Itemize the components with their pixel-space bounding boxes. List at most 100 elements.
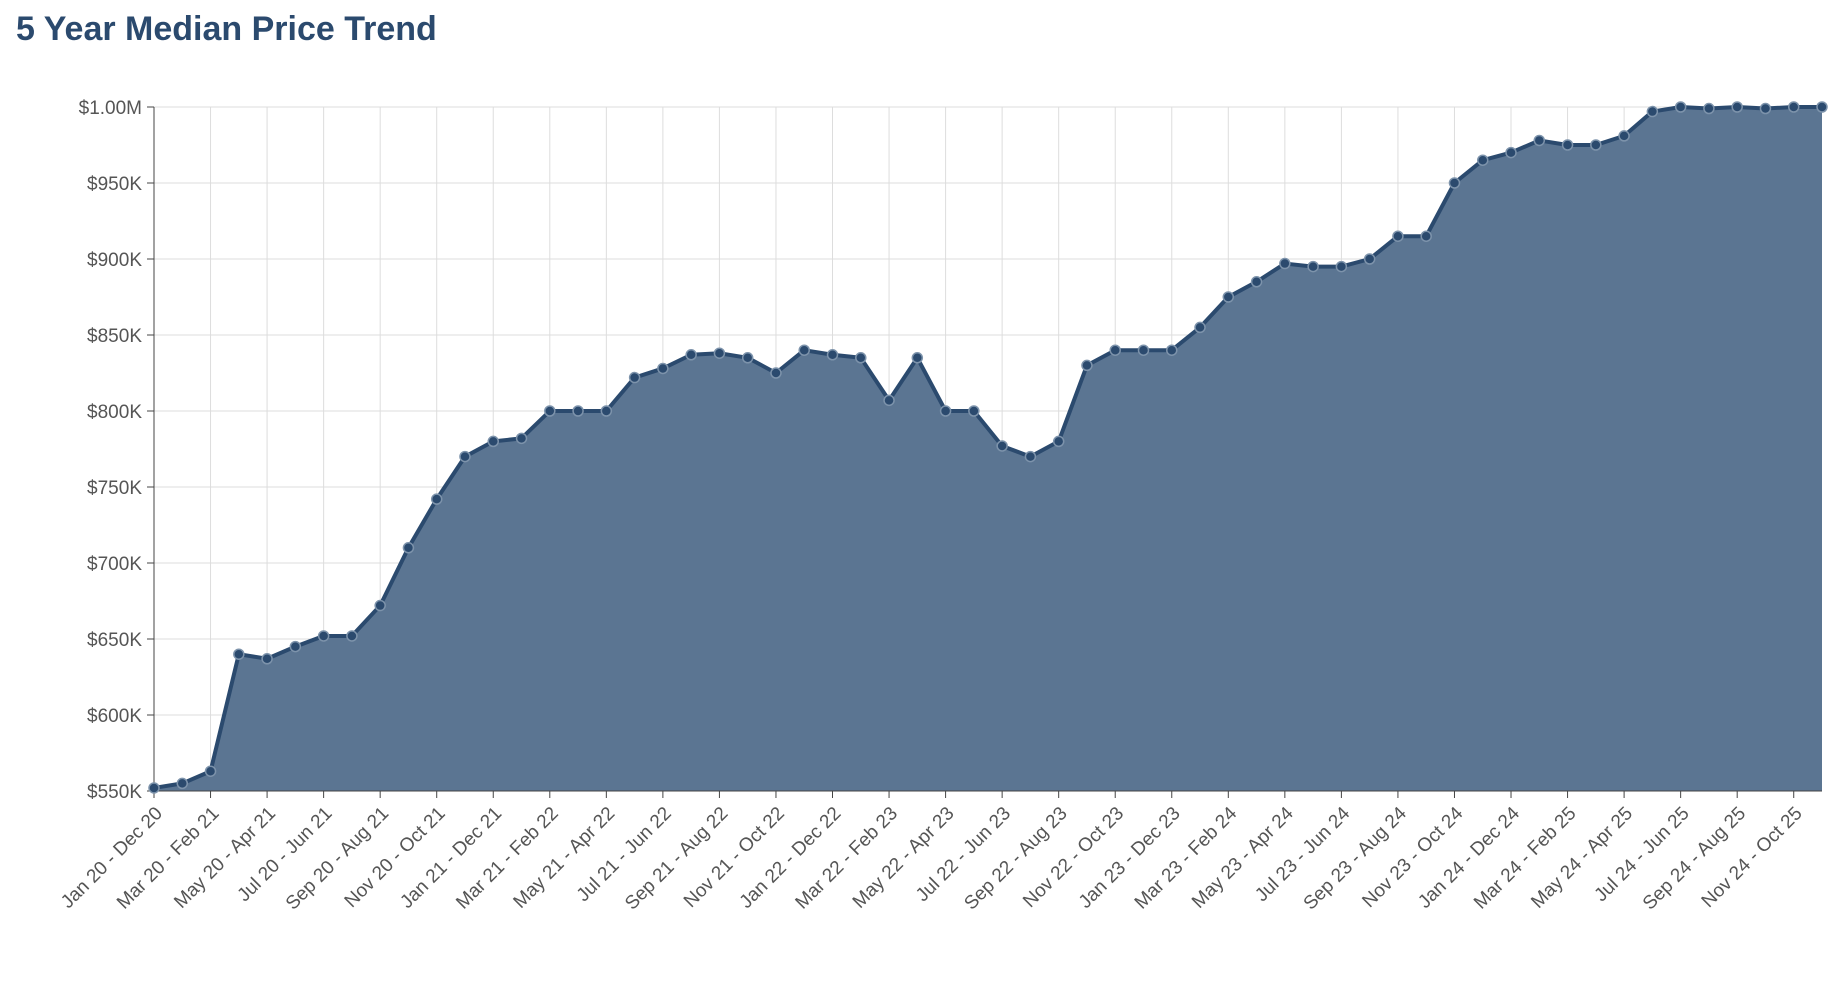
data-point (798, 344, 810, 356)
data-point (402, 542, 415, 554)
data-point (939, 405, 952, 417)
data-point (1081, 359, 1093, 372)
data-point (657, 362, 669, 375)
data-point (1109, 344, 1121, 356)
data-point (1816, 101, 1828, 113)
data-point (515, 432, 528, 445)
area-layer (153, 105, 1822, 791)
data-point (1166, 344, 1178, 356)
y-tick-label: $600K (87, 706, 142, 727)
x-tick-label: Jan 21 - Dec 21 (396, 803, 506, 913)
x-tick-label: May 24 - Apr 25 (1527, 803, 1637, 913)
x-tick-label: Sep 21 - Aug 22 (621, 803, 732, 914)
data-point (544, 405, 556, 417)
data-point (1448, 177, 1461, 189)
data-point (487, 435, 500, 448)
data-point (148, 782, 160, 794)
data-point (374, 599, 386, 612)
x-tick-label: Mar 23 - Feb 24 (1131, 803, 1242, 914)
data-point (1561, 139, 1574, 151)
x-tick-label: Mar 22 - Feb 23 (792, 803, 902, 913)
data-point (1533, 134, 1546, 147)
data-point (459, 450, 471, 463)
y-tick-label: $1.00M (79, 98, 142, 119)
x-tick-label: Nov 23 - Oct 24 (1358, 803, 1467, 912)
data-point (1250, 276, 1263, 288)
data-point (1420, 230, 1432, 242)
x-tick-label: Sep 24 - Aug 25 (1639, 803, 1750, 914)
data-point (713, 347, 726, 359)
data-point (289, 640, 302, 653)
data-point (1703, 102, 1715, 115)
x-tick-label: May 23 - Apr 24 (1188, 803, 1298, 913)
data-point (572, 405, 584, 417)
x-tick-label: Jan 23 - Dec 23 (1075, 803, 1185, 913)
x-tick-label: Mar 20 - Feb 21 (113, 803, 223, 913)
chart-title: 5 Year Median Price Trend (16, 10, 437, 48)
data-point (1674, 101, 1687, 113)
data-point (1307, 260, 1319, 273)
data-point (1646, 105, 1659, 118)
data-point (826, 349, 839, 361)
x-tick-label: Sep 20 - Aug 21 (282, 803, 393, 914)
data-point (1392, 230, 1404, 242)
y-tick-label: $850K (87, 326, 142, 347)
data-point (1590, 139, 1602, 151)
data-point (233, 648, 245, 660)
x-tick-label: Sep 22 - Aug 23 (960, 803, 1071, 914)
y-tick-label: $750K (87, 478, 142, 499)
series-area (154, 107, 1822, 791)
x-tick-label: Jan 22 - Dec 22 (736, 803, 846, 913)
data-point (1024, 450, 1037, 463)
data-point (204, 765, 217, 777)
data-point (1476, 154, 1489, 166)
data-point (317, 630, 330, 642)
data-point (176, 777, 189, 790)
data-point (685, 349, 697, 361)
x-tick-label: Mar 24 - Feb 25 (1470, 803, 1580, 913)
x-tick-label: May 22 - Apr 23 (849, 803, 959, 913)
x-tick-label: May 21 - Apr 22 (510, 803, 620, 913)
data-point (741, 352, 754, 364)
y-tick-label: $650K (87, 630, 142, 651)
y-tick-label: $900K (87, 250, 142, 271)
data-point (346, 630, 358, 642)
data-point (855, 352, 867, 364)
data-point (1618, 130, 1630, 142)
y-tick-label: $800K (87, 402, 142, 423)
y-tick-label: $950K (87, 174, 142, 195)
data-point (996, 440, 1008, 452)
data-point (628, 371, 641, 384)
data-point (1279, 257, 1291, 270)
data-point (968, 405, 980, 417)
data-point (1731, 101, 1743, 113)
data-point (1137, 344, 1150, 356)
data-point (1787, 101, 1800, 113)
data-point (430, 493, 443, 505)
x-tick-label: Jan 24 - Dec 24 (1414, 803, 1524, 913)
y-tick-label: $700K (87, 554, 142, 575)
x-tick-label: Nov 21 - Oct 22 (680, 803, 789, 912)
x-tick-label: Sep 23 - Aug 24 (1300, 803, 1412, 915)
data-point (911, 352, 924, 364)
data-points (148, 101, 1828, 794)
axes (147, 106, 1822, 798)
data-point (1759, 102, 1772, 115)
x-tick-label: Jan 20 - Dec 20 (57, 803, 167, 913)
data-point (600, 405, 613, 417)
data-point (883, 394, 895, 407)
x-tick-label: Mar 21 - Feb 22 (452, 803, 562, 913)
x-tick-label: Nov 24 - Oct 25 (1698, 803, 1807, 912)
y-axis-ticks: $550K $600K $650K $700K $750K $800K $850K $900K… (79, 98, 143, 803)
data-point (1194, 321, 1206, 334)
y-tick-label: $550K (87, 782, 142, 803)
x-tick-label: Nov 20 - Oct 21 (341, 803, 450, 912)
x-tick-label: May 20 - Apr 21 (170, 803, 280, 913)
data-point (261, 653, 273, 665)
data-point (1505, 146, 1517, 159)
data-point (1222, 291, 1235, 303)
x-tick-label: Nov 22 - Oct 23 (1019, 803, 1128, 912)
data-point (1363, 253, 1376, 265)
